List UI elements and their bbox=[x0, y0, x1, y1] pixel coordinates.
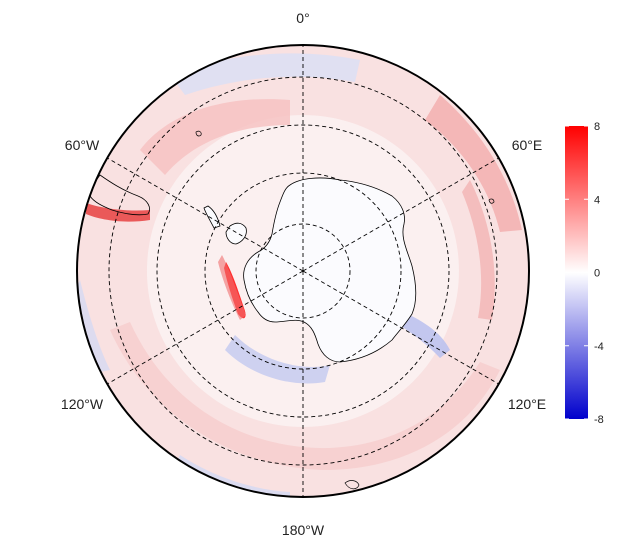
warm-band-nw bbox=[140, 99, 290, 175]
cool-patch-east bbox=[395, 310, 450, 358]
meridian-240 bbox=[107, 270, 304, 385]
cool-patch-south bbox=[175, 455, 290, 497]
colorbar-tick-label: -4 bbox=[594, 341, 604, 353]
colorbar-tick-label: 8 bbox=[594, 121, 600, 133]
latitude-ring-1 bbox=[255, 223, 351, 319]
warm-band-ne bbox=[425, 95, 522, 232]
cool-patch-north bbox=[170, 53, 360, 95]
outer-warm-ring bbox=[77, 45, 529, 497]
kerguelen-island bbox=[488, 198, 495, 204]
cool-patch-west bbox=[77, 280, 110, 372]
colorbar-ticks: 8 4 0 -4 -8 bbox=[565, 121, 604, 426]
falkland-island bbox=[195, 130, 202, 137]
warm-band-south bbox=[110, 322, 500, 470]
latitude-ring-4 bbox=[108, 76, 498, 466]
colorbar: 8 4 0 -4 -8 bbox=[565, 121, 604, 426]
meridian-300 bbox=[107, 157, 304, 272]
map-boundary bbox=[76, 44, 530, 498]
lon-label-120e: 120°E bbox=[508, 396, 546, 412]
meridian-120 bbox=[302, 270, 499, 385]
lon-label-0: 0° bbox=[296, 10, 309, 26]
colorbar-tick-label: 4 bbox=[594, 194, 600, 206]
lon-label-180w: 180°W bbox=[282, 522, 325, 538]
meridian-60 bbox=[302, 157, 499, 272]
colorbar-tick-label: 0 bbox=[594, 268, 600, 280]
lon-label-60w: 60°W bbox=[65, 137, 100, 153]
new-zealand-island bbox=[344, 480, 360, 490]
meridian-lines bbox=[107, 45, 499, 497]
lon-label-120w: 120°W bbox=[61, 396, 104, 412]
lon-label-60e: 60°E bbox=[512, 137, 543, 153]
peninsula-hotspot-halo bbox=[218, 255, 246, 320]
cool-patch-ross bbox=[225, 335, 330, 384]
colorbar-tick-label: -8 bbox=[594, 414, 604, 426]
warm-streak-east bbox=[462, 180, 495, 320]
latitude-ring-2 bbox=[204, 172, 402, 370]
latitude-ring-3 bbox=[156, 124, 450, 418]
graticule bbox=[107, 45, 499, 497]
colorbar-ramp bbox=[565, 126, 588, 419]
